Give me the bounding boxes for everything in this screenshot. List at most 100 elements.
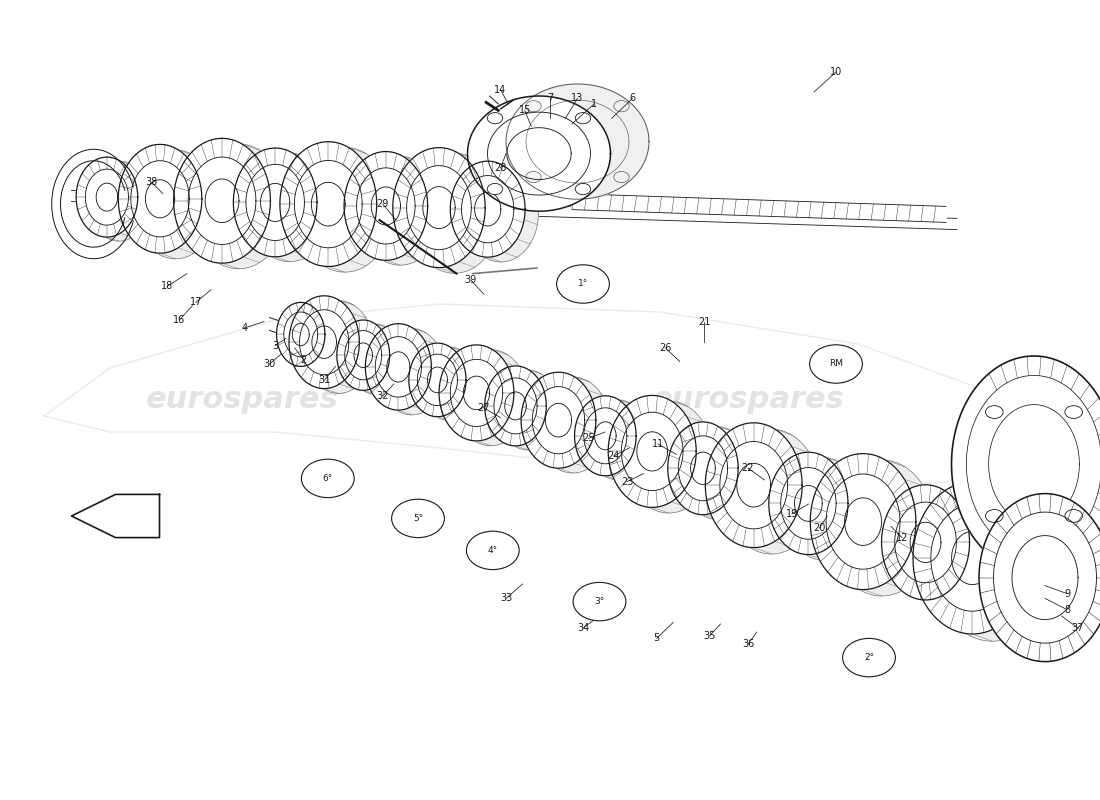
Text: 4: 4 [241,323,248,333]
Polygon shape [304,301,374,394]
Polygon shape [76,157,138,237]
Polygon shape [378,329,444,415]
Polygon shape [439,345,514,441]
Polygon shape [421,347,478,421]
Text: 37: 37 [1071,623,1085,633]
Polygon shape [248,153,331,262]
Polygon shape [784,458,864,560]
Circle shape [614,101,629,112]
Text: 28: 28 [494,163,507,173]
Text: 27: 27 [477,403,491,413]
Polygon shape [344,151,428,260]
Polygon shape [88,161,150,241]
Circle shape [466,531,519,570]
Polygon shape [933,490,1052,641]
Polygon shape [276,302,324,366]
Polygon shape [289,296,360,389]
Text: 23: 23 [620,477,634,486]
Polygon shape [898,490,986,606]
Circle shape [575,113,591,124]
Polygon shape [705,423,802,547]
Polygon shape [682,426,752,519]
Text: 36: 36 [741,639,755,649]
Text: 15: 15 [518,106,531,115]
Text: 1: 1 [591,99,597,109]
Text: 8: 8 [1064,605,1070,614]
Polygon shape [233,148,317,257]
Circle shape [301,459,354,498]
Circle shape [1065,510,1082,522]
Circle shape [487,183,503,194]
Polygon shape [829,460,935,596]
Polygon shape [497,370,559,450]
Polygon shape [365,324,431,410]
Circle shape [557,265,609,303]
Polygon shape [485,366,547,446]
Text: 31: 31 [318,375,331,385]
Text: 24: 24 [607,451,620,461]
Polygon shape [174,138,271,263]
Text: 18: 18 [161,282,174,291]
Circle shape [986,406,1003,418]
Polygon shape [574,396,636,476]
Text: 38: 38 [145,178,158,187]
Text: 13: 13 [571,94,584,103]
Text: 11: 11 [651,439,664,449]
Polygon shape [723,430,820,554]
Circle shape [487,113,503,124]
Polygon shape [289,307,338,371]
Polygon shape [296,147,393,272]
Circle shape [843,638,895,677]
Text: 4°: 4° [487,546,498,555]
Polygon shape [279,142,376,266]
Text: 22: 22 [741,463,755,473]
Polygon shape [337,320,389,390]
Polygon shape [536,377,610,473]
Text: 29: 29 [376,199,389,209]
Polygon shape [408,154,501,274]
Polygon shape [134,150,218,258]
Circle shape [575,183,591,194]
Circle shape [614,171,629,182]
Polygon shape [468,96,610,211]
Text: 2: 2 [300,355,307,365]
Polygon shape [979,494,1100,662]
Text: eurospares: eurospares [651,386,845,414]
Text: RM: RM [829,359,843,369]
Polygon shape [393,148,485,268]
Polygon shape [349,324,402,394]
Polygon shape [769,452,848,554]
Text: 1°: 1° [578,279,588,289]
Polygon shape [811,454,916,590]
Text: 5°: 5° [412,514,424,523]
Circle shape [526,171,541,182]
Polygon shape [450,161,525,257]
Polygon shape [453,350,528,446]
Text: 12: 12 [895,533,909,542]
Polygon shape [119,145,202,253]
Polygon shape [668,422,738,514]
Text: 7: 7 [547,94,553,103]
Text: 14: 14 [494,85,507,94]
Text: eurospares: eurospares [145,386,339,414]
Text: 16: 16 [173,315,186,325]
Text: 30: 30 [263,359,276,369]
Text: 9: 9 [1064,589,1070,598]
Text: 33: 33 [499,594,513,603]
Text: 3: 3 [272,341,278,350]
Polygon shape [409,343,466,417]
Text: 3°: 3° [594,597,605,606]
Text: 21: 21 [697,317,711,326]
Polygon shape [72,494,160,538]
Circle shape [573,582,626,621]
Polygon shape [881,485,969,600]
Text: 6°: 6° [322,474,333,483]
Text: 17: 17 [189,298,202,307]
Polygon shape [608,395,696,507]
Polygon shape [359,156,442,265]
Polygon shape [521,372,596,468]
Circle shape [810,345,862,383]
Text: 6: 6 [629,94,636,103]
Polygon shape [952,356,1100,572]
Text: 20: 20 [813,523,826,533]
